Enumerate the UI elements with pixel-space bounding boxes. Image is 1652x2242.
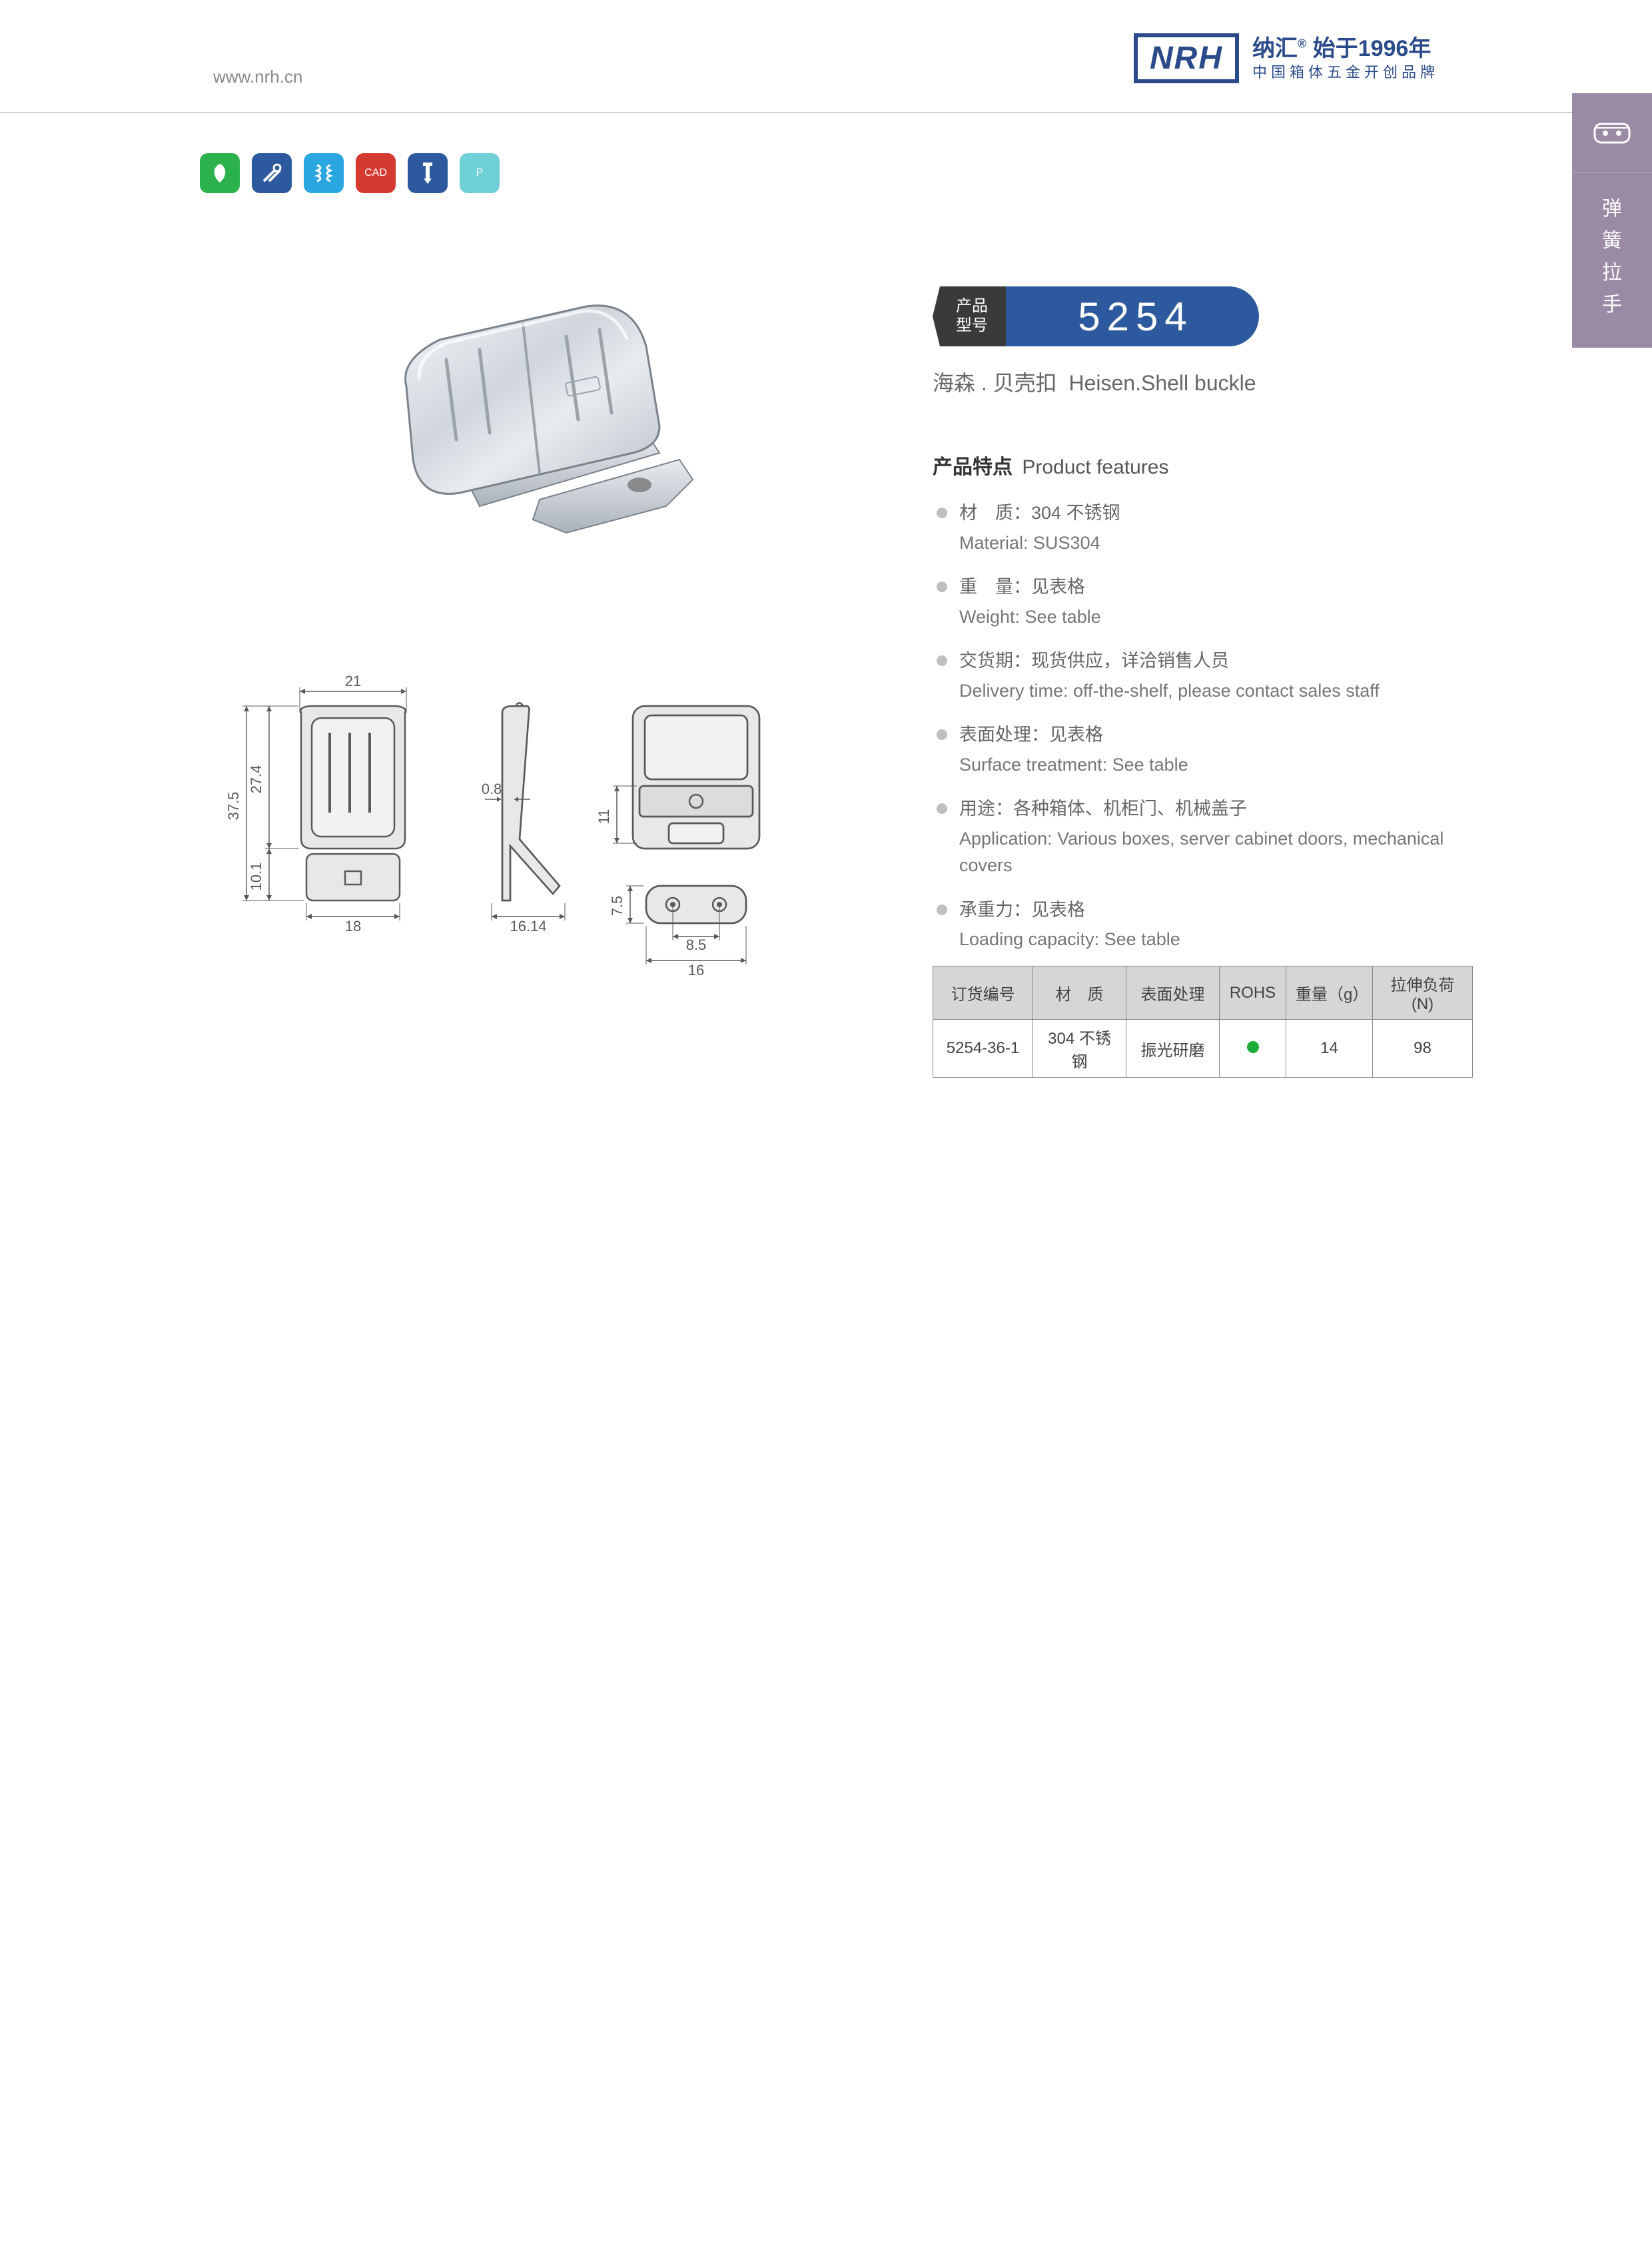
table-header: 重量（g） [1286, 966, 1373, 1020]
table-cell: 98 [1373, 1020, 1473, 1078]
feature-item: 承重力：见表格 Loading capacity: See table [933, 897, 1452, 953]
brand-since: 始于1996年 [1313, 36, 1432, 61]
table-cell: 304 不锈钢 [1033, 1020, 1126, 1078]
brand-cn: 纳汇 [1252, 36, 1298, 61]
technical-drawing: 21 18 37.5 27.4 [200, 666, 806, 999]
page-header: www.nrh.cn NRH 纳汇® 始于1996年 中国箱体五金开创品牌 [0, 0, 1652, 113]
tab-char: 弹 [1572, 193, 1652, 225]
brand-text: 纳汇® 始于1996年 中国箱体五金开创品牌 [1252, 34, 1439, 83]
dim-18: 18 [345, 918, 361, 934]
tab-char: 拉 [1572, 257, 1652, 289]
model-row: 产品 型号 5254 [933, 286, 1452, 346]
feature-cn: 交货期：现货供应，详洽销售人员 [959, 651, 1229, 671]
site-url: www.nrh.cn [213, 67, 302, 87]
features-heading-en: Product features [1022, 456, 1168, 478]
rohs-dot-icon [1247, 1041, 1259, 1053]
cad-icon: CAD [356, 153, 396, 193]
brand-block: NRH 纳汇® 始于1996年 中国箱体五金开创品牌 [1134, 33, 1439, 83]
feature-cn: 材 质：304 不锈钢 [959, 503, 1120, 523]
table-row: 5254-36-1304 不锈钢振光研磨 1498 [933, 1020, 1473, 1078]
dim-0-8: 0.8 [482, 781, 502, 797]
feature-en: Surface treatment: See table [959, 751, 1452, 779]
table-header: 材 质 [1033, 966, 1126, 1020]
feature-item: 用途：各种箱体、机柜门、机械盖子 Application: Various box… [933, 795, 1452, 879]
feature-item: 表面处理：见表格 Surface treatment: See table [933, 721, 1452, 778]
p-icon: P [460, 153, 500, 193]
table-cell: 振光研磨 [1126, 1020, 1220, 1078]
dim-7-5: 7.5 [609, 896, 625, 917]
dim-16: 16 [688, 962, 704, 978]
dim-16-14: 16.14 [510, 918, 546, 934]
product-info-column: 产品 型号 5254 海森 . 贝壳扣 Heisen.Shell buckle … [933, 286, 1452, 970]
dim-11: 11 [596, 809, 612, 825]
screw-icon [408, 153, 448, 193]
table-cell [1220, 1020, 1286, 1078]
table-header: ROHS [1220, 966, 1286, 1020]
product-name: 海森 . 贝壳扣 Heisen.Shell buckle [933, 366, 1452, 397]
dim-37-5: 37.5 [225, 792, 242, 821]
dim-27-4: 27.4 [248, 765, 264, 794]
cad-label: CAD [364, 167, 387, 179]
feature-en: Loading capacity: See table [959, 926, 1452, 953]
feature-cn: 表面处理：见表格 [959, 725, 1103, 745]
model-label-l2: 型号 [956, 316, 988, 336]
eco-icon [200, 153, 240, 193]
table-cell: 5254-36-1 [933, 1020, 1033, 1078]
feature-en: Delivery time: off-the-shelf, please con… [959, 677, 1452, 705]
spec-table: 订货编号材 质表面处理ROHS重量（g）拉伸负荷 (N)5254-36-1304… [933, 966, 1473, 1078]
feature-en: Weight: See table [959, 603, 1452, 631]
tab-char: 手 [1572, 289, 1652, 321]
side-category-tab: 弹 簧 拉 手 [1572, 93, 1652, 348]
tab-product-icon [1572, 93, 1652, 173]
table-cell: 14 [1286, 1020, 1373, 1078]
feature-icon-row: CAD P [200, 153, 500, 193]
feature-cn: 重 量：见表格 [959, 577, 1085, 597]
features-heading: 产品特点 Product features [933, 450, 1452, 480]
feature-cn: 用途：各种箱体、机柜门、机械盖子 [959, 799, 1247, 819]
feature-en: Application: Various boxes, server cabin… [959, 825, 1452, 879]
tool-icon [252, 153, 292, 193]
feature-item: 材 质：304 不锈钢 Material: SUS304 [933, 500, 1452, 556]
features-heading-cn: 产品特点 [933, 456, 1013, 478]
table-header: 表面处理 [1126, 966, 1220, 1020]
table-header: 拉伸负荷 (N) [1373, 966, 1473, 1020]
dim-21: 21 [345, 673, 361, 689]
product-name-cn: 海森 . 贝壳扣 [933, 371, 1057, 395]
nrh-logo: NRH [1134, 33, 1239, 83]
brand-tagline: 中国箱体五金开创品牌 [1252, 63, 1439, 83]
tab-label: 弹 簧 拉 手 [1572, 173, 1652, 348]
dim-10-1: 10.1 [248, 863, 264, 891]
feature-en: Material: SUS304 [959, 530, 1452, 557]
p-label: P [476, 167, 484, 179]
model-label-l1: 产品 [956, 297, 988, 316]
spring-icon [304, 153, 344, 193]
table-header: 订货编号 [933, 966, 1033, 1020]
feature-item: 重 量：见表格 Weight: See table [933, 573, 1452, 630]
tab-char: 簧 [1572, 225, 1652, 257]
dim-8-5: 8.5 [686, 936, 707, 953]
model-label: 产品 型号 [933, 286, 1006, 346]
model-number-pill: 5254 [1006, 286, 1259, 346]
feature-cn: 承重力：见表格 [959, 900, 1085, 920]
product-photo [326, 280, 753, 613]
product-name-en: Heisen.Shell buckle [1068, 371, 1256, 395]
reg-mark: ® [1298, 37, 1306, 51]
features-list: 材 质：304 不锈钢 Material: SUS304 重 量：见表格 Weight… [933, 500, 1452, 953]
feature-item: 交货期：现货供应，详洽销售人员 Delivery time: off-the-sh… [933, 647, 1452, 704]
